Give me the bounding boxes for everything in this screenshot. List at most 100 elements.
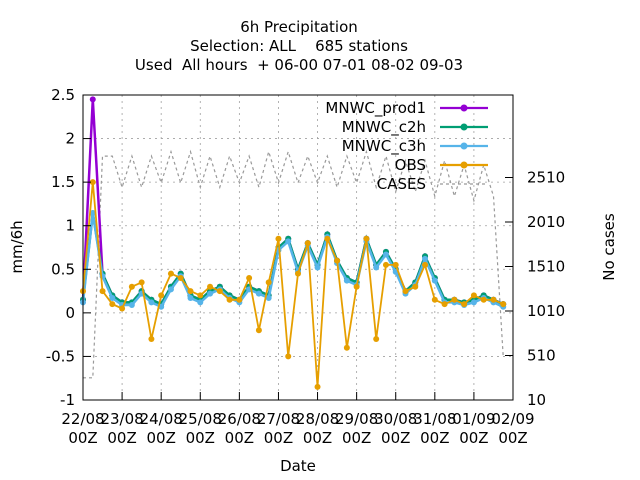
series-mnwc-c3h-point — [470, 299, 477, 306]
x-tick-hour: 00Z — [186, 429, 215, 447]
series-obs-point — [412, 283, 419, 290]
series-mnwc-c3h-point — [255, 290, 262, 297]
series-obs-point — [265, 279, 272, 286]
x-tick-date: 29/08 — [335, 410, 378, 428]
series-mnwc-c3h-point — [431, 277, 438, 284]
series-mnwc-c3h-point — [422, 255, 429, 262]
series-mnwc-c3h-point — [167, 286, 174, 293]
series-mnwc-c3h-point — [109, 295, 116, 302]
chart-title: 6h Precipitation Selection: ALL 685 stat… — [135, 18, 463, 74]
y-tick-label: -0.5 — [46, 347, 75, 365]
x-tick-date: 22/08 — [61, 410, 104, 428]
series-obs-point — [363, 235, 370, 242]
y-axis-label: mm/6h — [8, 220, 26, 273]
series-obs-point — [373, 336, 380, 342]
series-obs-point — [470, 292, 477, 299]
series-mnwc-prod1-line — [81, 99, 504, 306]
series-mnwc-c3h-point — [265, 295, 272, 302]
series-obs-point — [226, 296, 233, 303]
series-obs-point — [500, 301, 507, 308]
series-obs-point — [197, 292, 204, 299]
series-mnwc-c3h-point — [314, 264, 321, 271]
series-obs-point — [382, 261, 389, 268]
series-obs-point — [392, 261, 399, 268]
x-axis-label: Date — [280, 457, 316, 475]
series-mnwc-c3h-point — [197, 299, 204, 306]
series-obs-point — [490, 296, 497, 303]
series-obs-point — [187, 288, 194, 295]
x-tick-date: 27/08 — [257, 410, 300, 428]
y-tick-label: 2.5 — [51, 86, 75, 104]
legend-label: MNWC_prod1 — [325, 99, 426, 118]
series-obs-point — [109, 301, 116, 308]
series-obs-point — [295, 270, 301, 277]
series-obs-point — [207, 283, 214, 290]
x-axis: 22/0800Z23/0800Z24/0800Z25/0800Z26/0800Z… — [61, 392, 535, 447]
series-obs-line — [82, 182, 504, 387]
y2-tick-label: 510 — [527, 347, 556, 365]
series-obs-point — [138, 279, 145, 286]
series-obs-point — [177, 275, 184, 281]
series-obs-point — [353, 283, 360, 290]
x-tick-hour: 00Z — [264, 429, 293, 447]
x-tick-hour: 00Z — [107, 429, 136, 447]
x-tick-hour: 00Z — [146, 429, 175, 447]
x-tick-hour: 00Z — [498, 429, 527, 447]
x-tick-date: 31/08 — [413, 410, 456, 428]
series-obs-point — [275, 235, 282, 242]
series-mnwc-c3h-line — [81, 212, 504, 309]
series-obs-point — [402, 288, 409, 295]
legend-label: CASES — [377, 175, 426, 193]
series-obs-point — [99, 288, 106, 295]
series-mnwc-c3h-point — [382, 251, 389, 258]
series-obs-point — [285, 353, 292, 360]
title-line-2: Selection: ALL 685 stations — [190, 37, 408, 55]
series-mnwc-c3h-point — [373, 264, 380, 271]
y2-tick-label: 1510 — [527, 258, 565, 276]
series-obs-point — [480, 296, 487, 303]
title-line-3: Used All hours + 06-00 07-01 08-02 09-03 — [135, 56, 463, 74]
x-tick-date: 01/09 — [452, 410, 495, 428]
series-obs-point — [167, 270, 174, 277]
y2-axis-label: No cases — [600, 213, 618, 281]
series-obs-point — [422, 261, 429, 268]
x-tick-hour: 00Z — [225, 429, 254, 447]
x-tick-date: 28/08 — [296, 410, 339, 428]
series-obs-point — [128, 283, 135, 290]
y-tick-label: 0.5 — [51, 260, 75, 278]
series-mnwc-c3h-point — [285, 238, 292, 245]
series-obs-point — [441, 301, 448, 308]
legend-marker — [460, 123, 468, 131]
series-obs-point — [119, 305, 126, 312]
series-obs-point — [461, 301, 468, 308]
legend-marker — [460, 142, 468, 150]
x-tick-hour: 00Z — [459, 429, 488, 447]
y2-tick-label: 2010 — [527, 213, 565, 231]
x-tick-hour: 00Z — [381, 429, 410, 447]
series-mnwc-c3h-point — [128, 302, 135, 309]
series-mnwc-c3h-point — [207, 290, 214, 297]
y-tick-label: 1 — [65, 217, 75, 235]
series-obs-point — [216, 288, 223, 295]
grid — [83, 95, 513, 400]
y-tick-label: 2 — [65, 130, 75, 148]
series-obs-point — [148, 336, 155, 342]
legend-label: MNWC_c2h — [342, 118, 426, 137]
y-tick-label: 1.5 — [51, 173, 75, 191]
x-tick-hour: 00Z — [420, 429, 449, 447]
x-tick-hour: 00Z — [68, 429, 97, 447]
y2-tick-label: 2510 — [527, 169, 565, 187]
legend-marker — [460, 104, 468, 112]
title-line-1: 6h Precipitation — [240, 18, 358, 36]
x-tick-date: 26/08 — [218, 410, 261, 428]
series-mnwc-c3h-point — [187, 295, 194, 302]
series-mnwc-c3h-point — [343, 277, 350, 284]
x-tick-date: 02/09 — [491, 410, 534, 428]
y-tick-label: 0 — [65, 304, 75, 322]
series-obs-point — [304, 240, 311, 247]
series-obs-point — [334, 257, 341, 264]
